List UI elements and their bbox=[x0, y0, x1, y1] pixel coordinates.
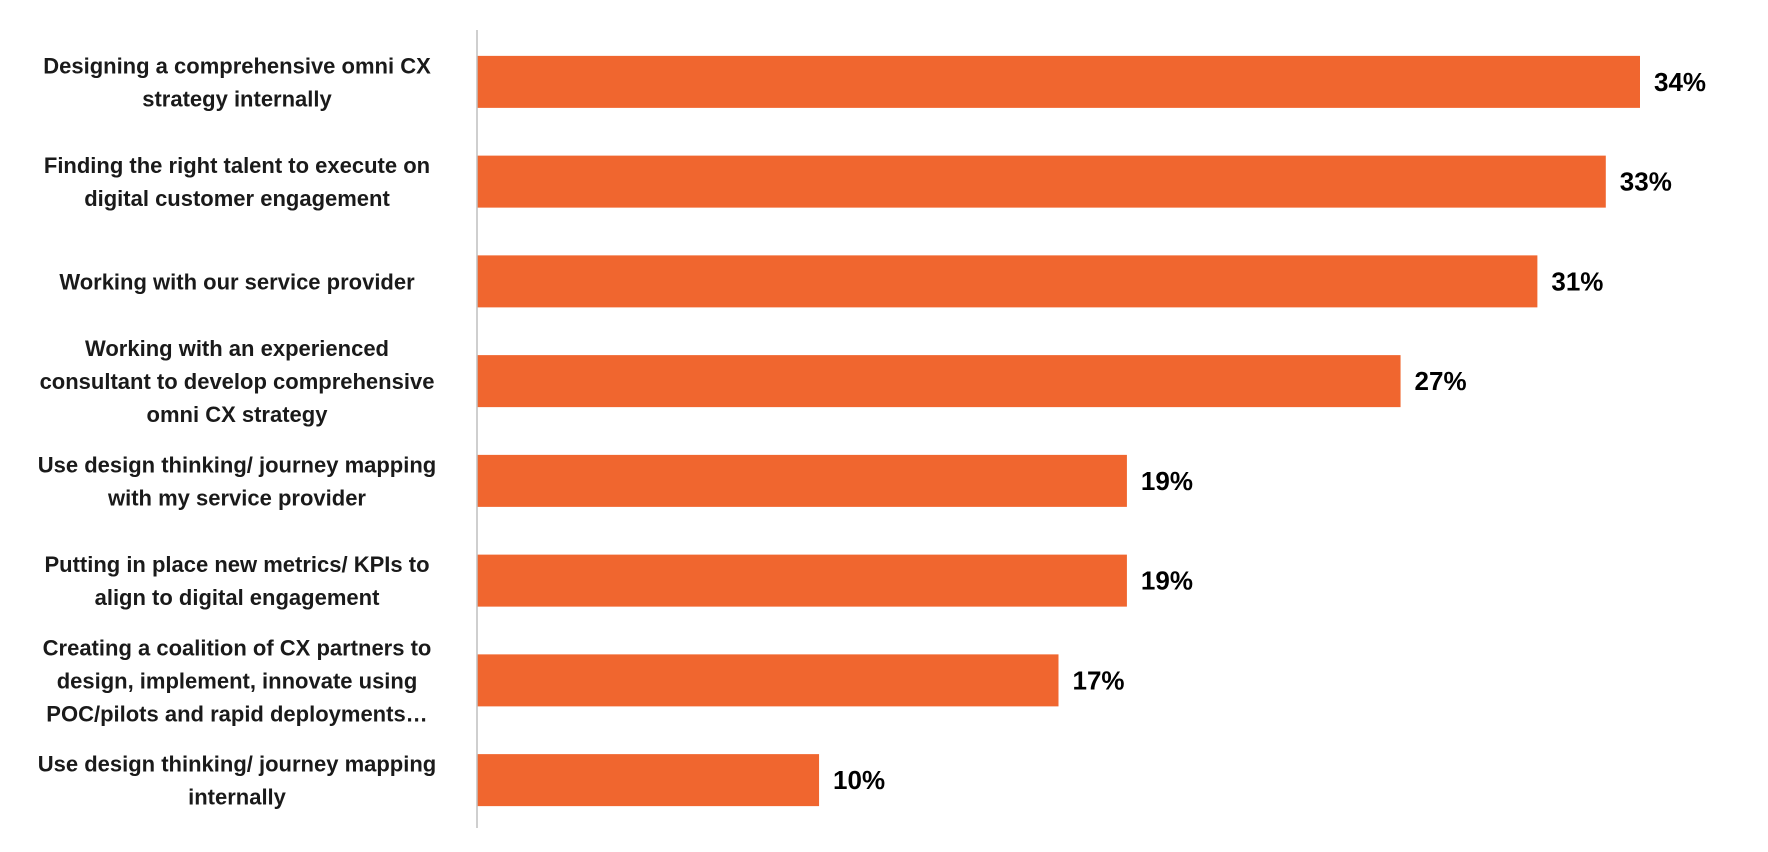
bar-4 bbox=[477, 355, 1401, 408]
category-label-line: digital customer engagement bbox=[84, 186, 390, 211]
category-label-2: Finding the right talent to execute on di… bbox=[44, 153, 430, 211]
category-label-6: Putting in place new metrics/ KPIs to ali… bbox=[44, 552, 429, 610]
category-label-5: Use design thinking/ journey mapping with… bbox=[38, 452, 436, 510]
category-label-line: Use design thinking/ journey mapping bbox=[38, 752, 436, 777]
data-label-2: 33% bbox=[1620, 167, 1672, 197]
bar-8 bbox=[477, 754, 820, 807]
data-label-1: 34% bbox=[1654, 67, 1706, 97]
category-label-line: align to digital engagement bbox=[95, 585, 380, 610]
category-label-line: Working with our service provider bbox=[59, 269, 415, 294]
category-label-line: Finding the right talent to execute on bbox=[44, 153, 430, 178]
category-label-line: omni CX strategy bbox=[147, 402, 329, 427]
bars-group bbox=[477, 55, 1640, 807]
data-label-8: 10% bbox=[833, 765, 885, 795]
data-label-6: 19% bbox=[1141, 566, 1193, 596]
data-label-5: 19% bbox=[1141, 466, 1193, 496]
category-label-line: POC/pilots and rapid deployments… bbox=[46, 701, 427, 726]
category-label-line: Designing a comprehensive omni CX bbox=[43, 53, 431, 78]
data-label-3: 31% bbox=[1551, 266, 1603, 296]
bar-6 bbox=[477, 554, 1127, 607]
category-label-7: Creating a coalition of CX partners to de… bbox=[43, 635, 432, 726]
bar-1 bbox=[477, 55, 1640, 108]
category-label-line: Putting in place new metrics/ KPIs to bbox=[44, 552, 429, 577]
value-labels-group: 34% 33% 31% 27% 19% 19% 17% 10% bbox=[833, 67, 1706, 795]
category-label-line: Working with an experienced bbox=[85, 336, 389, 361]
category-label-4: Working with an experienced consultant to… bbox=[40, 336, 435, 427]
data-label-4: 27% bbox=[1415, 366, 1467, 396]
bar-3 bbox=[477, 255, 1538, 308]
category-label-line: Use design thinking/ journey mapping bbox=[38, 452, 436, 477]
category-label-line: with my service provider bbox=[107, 485, 366, 510]
category-label-line: strategy internally bbox=[142, 86, 332, 111]
bar-5 bbox=[477, 454, 1127, 507]
category-label-3: Working with our service provider bbox=[59, 269, 415, 294]
category-labels-group: Designing a comprehensive omni CX strateg… bbox=[38, 53, 436, 809]
category-label-line: design, implement, innovate using bbox=[57, 668, 418, 693]
category-label-line: consultant to develop comprehensive bbox=[40, 369, 435, 394]
category-label-line: internally bbox=[188, 785, 287, 810]
data-label-7: 17% bbox=[1073, 665, 1125, 695]
bar-7 bbox=[477, 654, 1059, 707]
bar-2 bbox=[477, 155, 1606, 208]
category-label-8: Use design thinking/ journey mapping inte… bbox=[38, 752, 436, 810]
category-label-1: Designing a comprehensive omni CX strateg… bbox=[43, 53, 431, 111]
category-label-line: Creating a coalition of CX partners to bbox=[43, 635, 432, 660]
